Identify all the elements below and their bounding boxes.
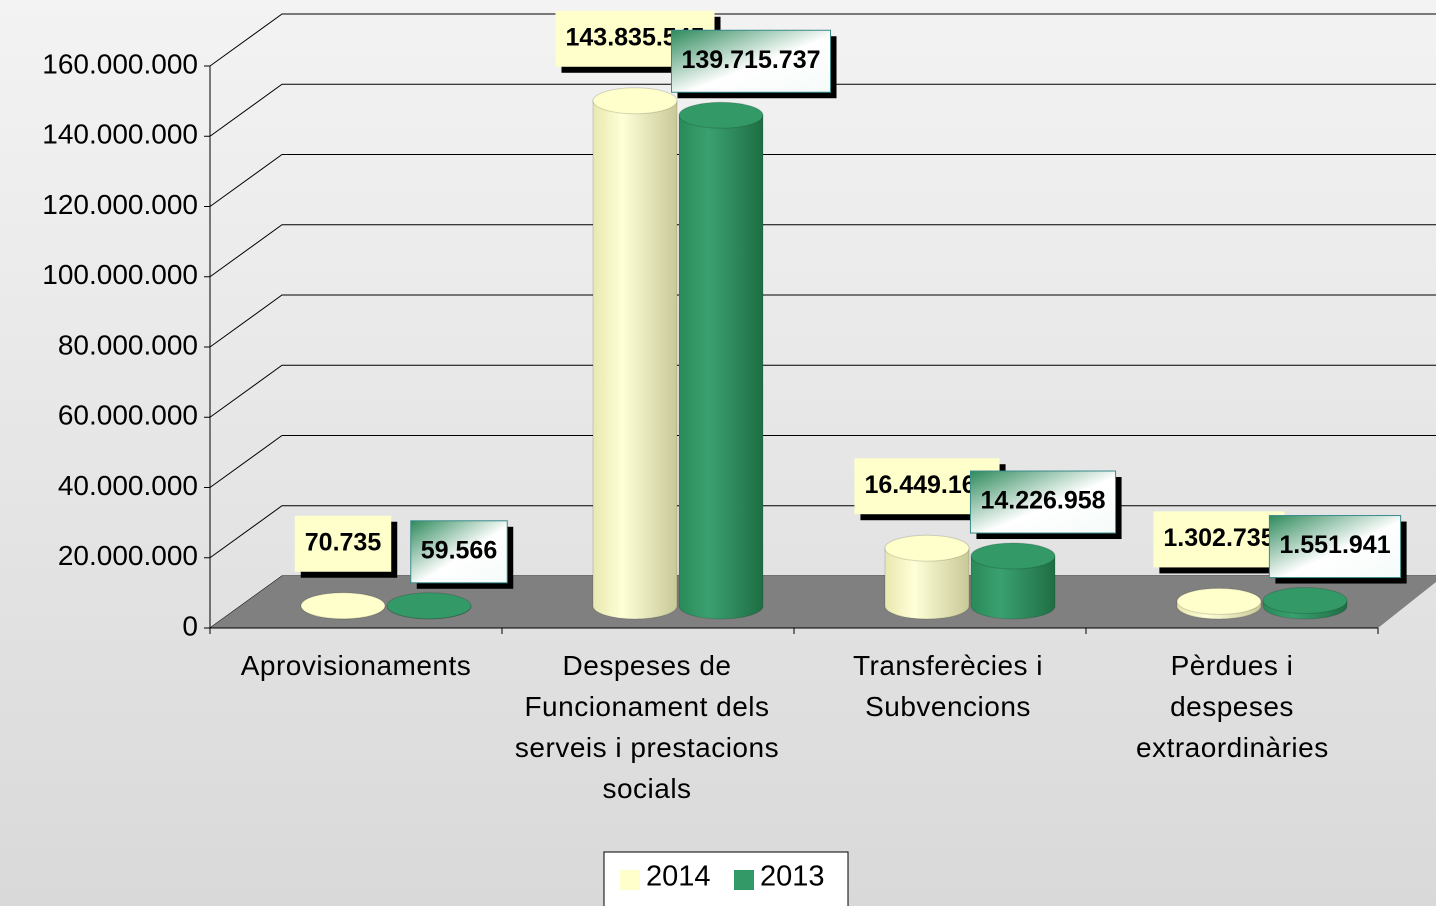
legend-swatch bbox=[620, 870, 640, 890]
data-label: 14.226.958 bbox=[969, 470, 1122, 540]
bar-top bbox=[300, 592, 386, 620]
legend: 2014 2013 bbox=[603, 851, 849, 906]
data-label-text: 16.449.164 bbox=[864, 471, 989, 499]
data-label: 70.735 bbox=[294, 515, 398, 578]
x-tick-label: Pèrdues i despeses extraordinàries bbox=[1136, 650, 1329, 763]
legend-label: 2014 bbox=[646, 861, 711, 893]
data-label-text: 14.226.958 bbox=[980, 487, 1105, 515]
label-box bbox=[294, 515, 392, 572]
bar-top bbox=[1176, 587, 1262, 615]
grid-line bbox=[209, 224, 1436, 278]
data-label-text: 139.715.737 bbox=[681, 46, 820, 74]
label-box bbox=[1153, 511, 1285, 568]
data-label-text: 70.735 bbox=[305, 528, 382, 556]
y-tick-label: 0 bbox=[182, 610, 198, 641]
y-tick-label: 100.000.000 bbox=[42, 259, 198, 290]
bar bbox=[386, 592, 472, 620]
bar-top bbox=[884, 534, 970, 562]
y-tick-label: 140.000.000 bbox=[42, 119, 198, 150]
grid-line bbox=[209, 154, 1436, 207]
legend-swatch bbox=[734, 870, 754, 890]
bar bbox=[592, 87, 678, 620]
y-tick-label: 160.000.000 bbox=[42, 48, 198, 79]
bar bbox=[1262, 587, 1348, 620]
y-tick-label: 20.000.000 bbox=[58, 540, 198, 571]
y-tick-label: 120.000.000 bbox=[42, 189, 198, 220]
bar-top bbox=[970, 542, 1056, 570]
grid-line bbox=[209, 83, 1436, 137]
bar-body bbox=[592, 100, 678, 620]
grid-line bbox=[209, 435, 1436, 488]
x-tick-label: Transferècies i Subvencions bbox=[852, 650, 1044, 722]
data-label: 139.715.737 bbox=[670, 29, 837, 99]
legend-box bbox=[603, 851, 849, 906]
label-box bbox=[410, 520, 508, 584]
x-tick-label: Aprovisionaments bbox=[240, 650, 472, 681]
data-label-text: 59.566 bbox=[421, 536, 497, 564]
grid-line bbox=[209, 13, 1436, 67]
floor bbox=[210, 576, 1436, 628]
grid-line bbox=[209, 294, 1436, 348]
data-label: 1.551.941 bbox=[1268, 515, 1407, 584]
bar-body bbox=[884, 547, 970, 620]
data-label: 59.566 bbox=[410, 520, 514, 589]
y-tick-label: 60.000.000 bbox=[58, 400, 198, 431]
label-box bbox=[670, 29, 832, 93]
bar-body bbox=[970, 555, 1056, 620]
bar-body bbox=[678, 114, 764, 620]
legend-label: 2013 bbox=[760, 861, 825, 893]
bar-top bbox=[1262, 587, 1348, 615]
data-label-text: 1.551.941 bbox=[1279, 531, 1390, 559]
bar bbox=[1176, 587, 1262, 620]
bar bbox=[300, 592, 386, 620]
label-box bbox=[1268, 515, 1402, 579]
y-tick-label: 80.000.000 bbox=[58, 329, 198, 360]
data-label: 1.302.735 bbox=[1153, 511, 1291, 574]
grid-line bbox=[209, 364, 1436, 418]
y-tick-label: 40.000.000 bbox=[58, 470, 198, 501]
bar bbox=[884, 534, 970, 620]
label-box bbox=[969, 470, 1117, 534]
bar-top bbox=[678, 101, 764, 129]
bar-top bbox=[386, 592, 472, 620]
bar-top bbox=[592, 87, 678, 115]
x-tick-label: Despeses de Funcionament dels serveis i … bbox=[514, 650, 780, 804]
bar bbox=[678, 101, 764, 620]
data-label-text: 1.302.735 bbox=[1163, 524, 1274, 552]
bar bbox=[970, 542, 1056, 620]
